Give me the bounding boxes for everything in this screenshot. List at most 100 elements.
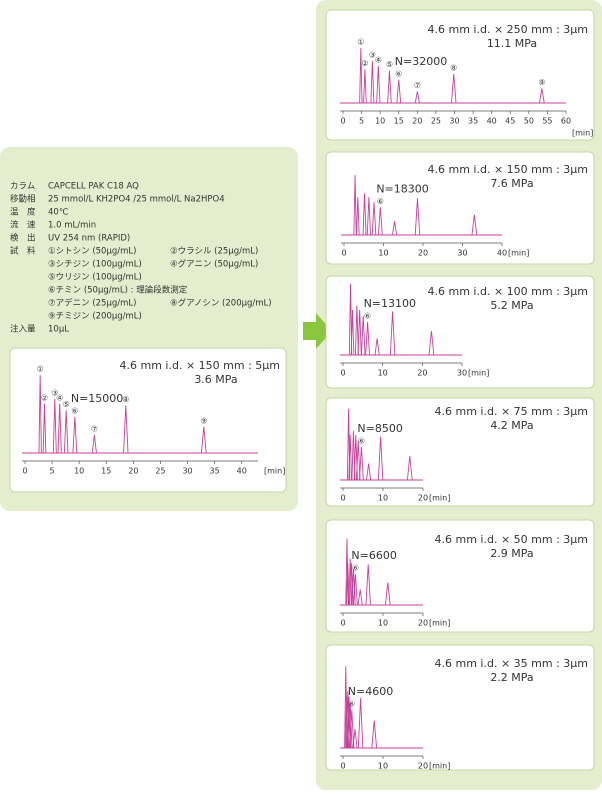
peak [52, 398, 57, 454]
peak [91, 434, 97, 454]
peak [346, 562, 350, 606]
x-tick-label: 20 [417, 369, 427, 378]
peak [363, 69, 367, 104]
peak [200, 426, 207, 454]
peak-label: ⑥ [352, 564, 359, 573]
sample: ⑦アデニン (25μg/mL) [48, 298, 136, 309]
peak [347, 703, 353, 749]
x-tick-label: 40 [497, 249, 507, 258]
chart-subtitle: 3.6 MPa [194, 373, 237, 386]
sample: ②ウラシル (25μg/mL) [170, 247, 258, 257]
chart-subtitle: 7.6 MPa [490, 177, 533, 190]
x-unit: [min] [429, 494, 450, 503]
annotation: N=6600 [351, 549, 396, 562]
peak-label: ① [37, 365, 44, 374]
peak [72, 416, 78, 454]
x-tick-label: 20 [418, 249, 428, 258]
chart-box [325, 151, 595, 265]
x-tick-label: 50 [524, 117, 534, 126]
peak [371, 720, 378, 749]
x-tick-label: 0 [340, 762, 345, 771]
x-unit: [min] [572, 129, 593, 138]
peak [123, 405, 129, 454]
peak-label: ⑥ [377, 197, 384, 206]
x-unit: [min] [508, 249, 529, 258]
x-unit: [min] [429, 619, 450, 628]
peak [451, 73, 457, 104]
x-tick-label: 60 [561, 117, 571, 126]
x-unit: [min] [468, 369, 489, 378]
x-tick-label: 30 [449, 117, 459, 126]
x-tick-label: 40 [487, 117, 497, 126]
peak-label: ⑤ [386, 60, 393, 69]
condition-value: CAPCELL PAK C18 AQ [48, 182, 139, 192]
peak [414, 198, 421, 236]
x-tick-label: 15 [101, 467, 111, 476]
peak [352, 729, 358, 749]
annotation: N=18300 [376, 182, 428, 195]
x-tick-label: 10 [378, 249, 388, 258]
peak-label: ⑨ [538, 78, 545, 87]
peak-label: ⑥ [348, 700, 355, 709]
peak-label: ⑦ [91, 424, 98, 433]
peak [357, 309, 362, 356]
chart-title: 4.6 mm i.d. × 250 mm : 3μm [428, 23, 589, 36]
peak [354, 305, 359, 356]
peak [406, 455, 413, 481]
chart-box [325, 275, 595, 389]
x-tick-label: 5 [50, 467, 55, 476]
peak [42, 403, 47, 454]
peak-label: ④ [56, 393, 63, 402]
peak [387, 70, 392, 104]
peak-label: ⑥ [364, 312, 371, 321]
peak [353, 574, 358, 606]
peak [365, 321, 370, 356]
peak [396, 79, 402, 104]
chart-subtitle: 4.2 MPa [490, 419, 533, 432]
peak-label: ⑧ [450, 64, 457, 73]
peak [356, 197, 360, 236]
condition-label: 流 速 [10, 220, 36, 231]
peak-label: ⑧ [122, 395, 129, 404]
chart-box [325, 9, 595, 141]
x-tick-label: 0 [340, 369, 345, 378]
peak [377, 207, 383, 236]
condition-label: カラム [10, 182, 35, 192]
x-tick-label: 0 [22, 467, 27, 476]
peak [357, 589, 363, 606]
peak [348, 283, 353, 356]
annotation: N=8500 [357, 422, 402, 435]
condition-value: 25 mmol/L KH2PO4 /25 mmol/L Na2HPO4 [48, 195, 225, 205]
x-tick-label: 40 [237, 467, 247, 476]
x-tick-label: 15 [394, 117, 404, 126]
chart-box [9, 347, 287, 493]
peak [414, 91, 420, 104]
chart-box [325, 644, 595, 771]
peak-label: ⑦ [414, 81, 421, 90]
peak [366, 197, 371, 236]
condition-label: 温 度 [10, 207, 36, 218]
peak [370, 61, 375, 104]
x-tick-label: 10 [378, 619, 388, 628]
peak-label: ② [41, 393, 48, 402]
x-tick-label: 10 [375, 117, 385, 126]
annotation: N=32000 [395, 55, 447, 68]
chart-title: 4.6 mm i.d. × 100 mm : 3μm [428, 285, 589, 298]
x-tick-label: 0 [340, 494, 345, 503]
peak-label: ⑥ [395, 69, 402, 78]
condition-label: 移動相 [10, 194, 36, 205]
peak [366, 463, 372, 481]
peak [538, 88, 545, 104]
peak [389, 311, 396, 356]
sample: ③シチジン (100μg/mL) [48, 260, 142, 270]
condition-label: 検 出 [10, 233, 36, 244]
chart-subtitle: 2.9 MPa [490, 547, 533, 560]
x-tick-label: 0 [340, 619, 345, 628]
sample: ④グアニン (50μg/mL) [170, 259, 258, 270]
annotation: N=15000 [71, 392, 123, 405]
peak [359, 47, 363, 104]
condition-value: UV 254 nm (RAPID) [48, 234, 130, 244]
peak-label: ① [357, 37, 364, 46]
peak [355, 440, 361, 481]
sample: ⑧グアノシン (200μg/mL) [170, 298, 272, 309]
